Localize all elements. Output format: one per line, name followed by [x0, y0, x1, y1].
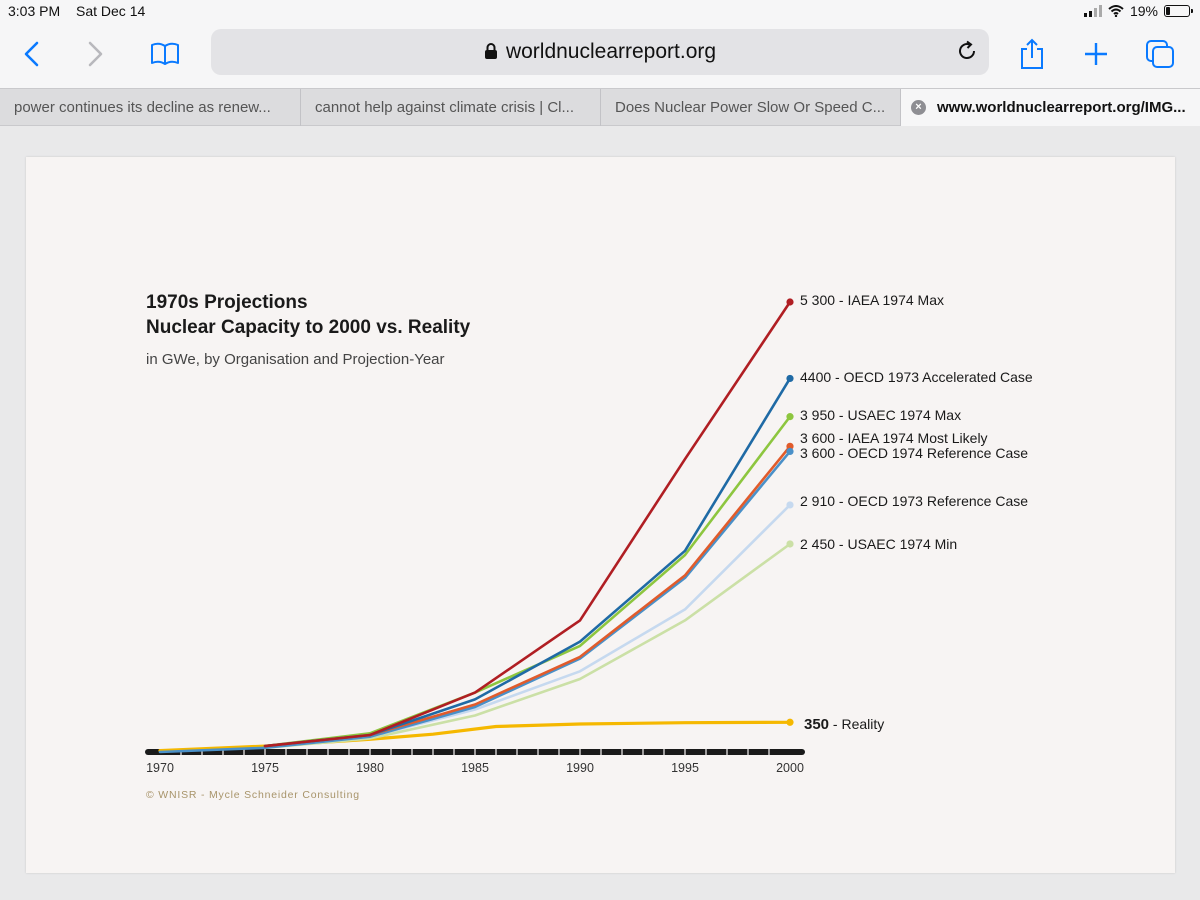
- series-line-iaea-1974-max: [263, 300, 792, 748]
- series-label: 2 910 - OECD 1973 Reference Case: [800, 493, 1028, 509]
- wifi-icon: [1108, 5, 1124, 17]
- share-button[interactable]: [1012, 34, 1052, 74]
- back-button[interactable]: [12, 34, 52, 74]
- reality-value: 350: [804, 716, 829, 733]
- tab-4-active[interactable]: × www.worldnuclearreport.org/IMG...: [901, 89, 1200, 126]
- status-date: Sat Dec 14: [76, 3, 146, 19]
- x-tick-label: 1975: [251, 761, 279, 775]
- x-tick-label: 1985: [461, 761, 489, 775]
- close-tab-icon[interactable]: ×: [911, 100, 926, 115]
- new-tab-button[interactable]: [1076, 34, 1116, 74]
- series-label: 3 600 - IAEA 1974 Most Likely: [800, 430, 988, 446]
- chart-credit: © WNISR - Mycle Schneider Consulting: [146, 789, 360, 801]
- series-end-point: [786, 447, 794, 456]
- tab-label: power continues its decline as renew...: [14, 99, 271, 116]
- share-icon: [1021, 38, 1043, 69]
- nuclear-projection-chart: 1970s Projections Nuclear Capacity to 200…: [145, 292, 1033, 801]
- series-end-point: [786, 413, 794, 421]
- url-text: worldnuclearreport.org: [505, 40, 717, 63]
- x-tick-label: 1995: [671, 761, 699, 775]
- cellular-signal-icon: [1083, 5, 1102, 17]
- tab-3[interactable]: Does Nuclear Power Slow Or Speed C...: [601, 89, 901, 126]
- status-time: 3:03 PM: [8, 3, 61, 19]
- series-end-point: [786, 718, 794, 726]
- browser-toolbar: worldnuclearreport.org: [0, 22, 1200, 88]
- tabs-icon: [1146, 40, 1174, 68]
- bookmarks-button[interactable]: [145, 34, 185, 74]
- bookmarks-icon: [151, 42, 179, 65]
- status-bar: 3:03 PM Sat Dec 14 19%: [0, 0, 1200, 22]
- chart-image: 1970s Projections Nuclear Capacity to 200…: [26, 157, 1175, 873]
- x-tick-label: 1980: [356, 761, 384, 775]
- tab-label: Does Nuclear Power Slow Or Speed C...: [615, 99, 886, 116]
- battery-icon: [1164, 5, 1193, 17]
- back-icon: [24, 41, 39, 67]
- tab-label: cannot help against climate crisis | Cl.…: [315, 99, 575, 116]
- tab-1[interactable]: power continues its decline as renew...: [0, 89, 301, 126]
- series-end-point: [786, 374, 794, 383]
- tab-2[interactable]: cannot help against climate crisis | Cl.…: [301, 89, 601, 126]
- series-label: 3 600 - OECD 1974 Reference Case: [800, 445, 1028, 461]
- series-label: 5 300 - IAEA 1974 Max: [800, 292, 944, 308]
- chart-subtitle: in GWe, by Organisation and Projection-Y…: [146, 351, 445, 368]
- series-label-reality: 350 - Reality: [804, 716, 884, 733]
- forward-button[interactable]: [75, 34, 115, 74]
- series-label: 4400 - OECD 1973 Accelerated Case: [800, 369, 1033, 385]
- reality-label: - Reality: [829, 716, 884, 732]
- tab-label: www.worldnuclearreport.org/IMG...: [937, 99, 1186, 116]
- reload-button[interactable]: [955, 39, 979, 68]
- series-end-point: [786, 501, 794, 509]
- new-tab-icon: [1085, 43, 1107, 65]
- x-tick-label: 1970: [146, 761, 174, 775]
- series-end-point: [786, 442, 794, 450]
- page-content: 1970s Projections Nuclear Capacity to 200…: [0, 126, 1200, 900]
- x-tick-label: 1990: [566, 761, 594, 775]
- forward-icon: [88, 41, 103, 67]
- reload-icon: [959, 40, 976, 60]
- series-label: 2 450 - USAEC 1974 Min: [800, 536, 957, 552]
- series-line-reality: [158, 720, 792, 753]
- lock-icon: [484, 43, 497, 59]
- series-line-iaea-1974-most-likely: [263, 444, 792, 748]
- status-indicators: 19%: [1083, 3, 1193, 19]
- series-line-oecd-1974-reference-case: [158, 450, 792, 754]
- tab-bar: power continues its decline as renew... …: [0, 88, 1200, 126]
- chart-title-line-2: Nuclear Capacity to 2000 vs. Reality: [146, 317, 471, 338]
- x-tick-label: 2000: [776, 761, 804, 775]
- tabs-overview-button[interactable]: [1140, 34, 1180, 74]
- battery-percent: 19%: [1129, 3, 1158, 19]
- series-end-point: [786, 298, 794, 306]
- series-label: 3 950 - USAEC 1974 Max: [800, 407, 961, 423]
- series-end-point: [786, 540, 794, 548]
- series-line-usaec-1974-min: [263, 542, 792, 750]
- address-bar[interactable]: worldnuclearreport.org: [211, 29, 989, 75]
- chart-title: 1970s Projections: [146, 292, 308, 313]
